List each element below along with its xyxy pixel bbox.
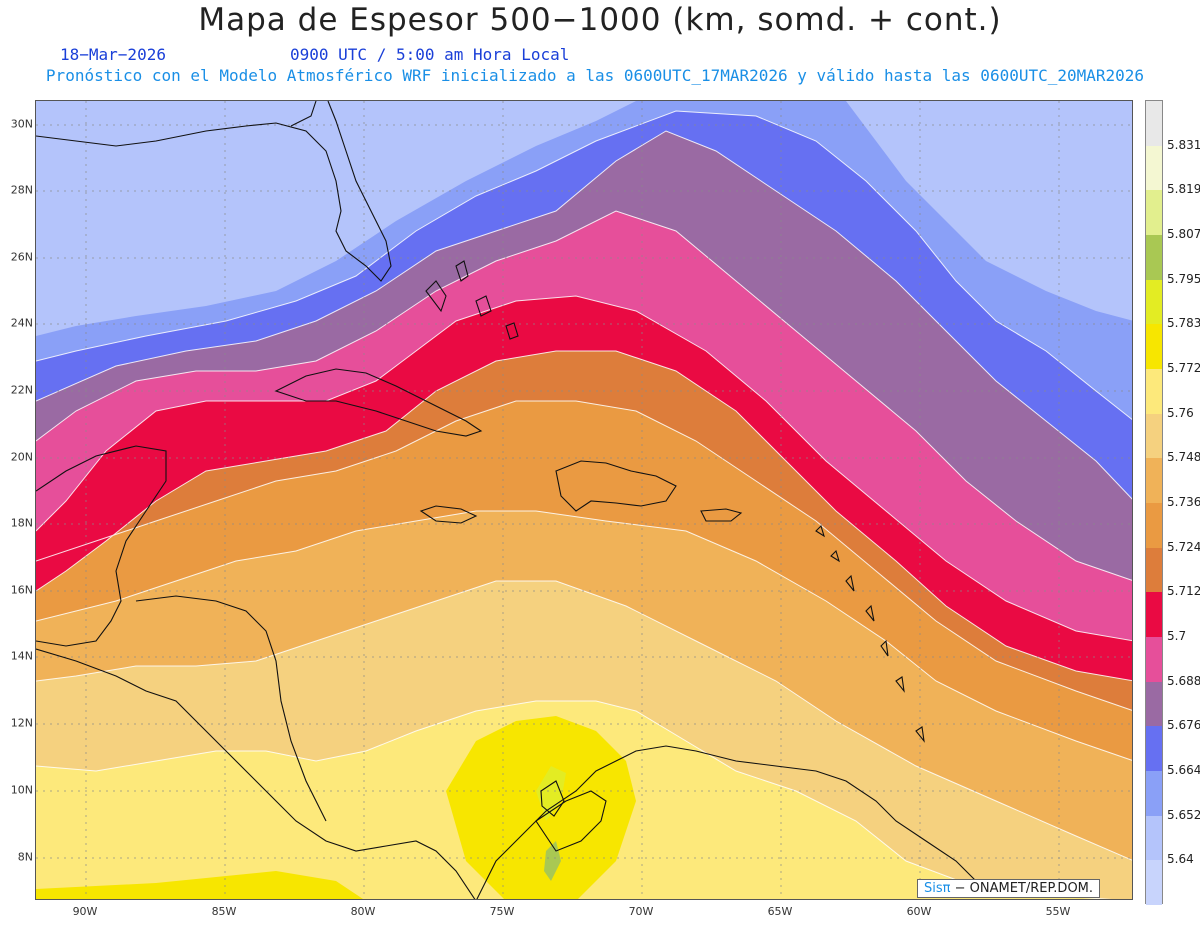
colorbar — [1145, 100, 1163, 906]
colorbar-segment — [1146, 369, 1162, 415]
grid-lines — [36, 101, 1132, 899]
colorbar-label: 5.724 — [1167, 539, 1200, 554]
band-5783-south — [36, 871, 363, 899]
lon-label: 55W — [1045, 905, 1071, 918]
forecast-date: 18−Mar−2026 — [60, 45, 166, 64]
colorbar-segment — [1146, 101, 1162, 147]
lat-label: 18N — [10, 516, 33, 530]
lat-label: 26N — [10, 250, 33, 264]
lat-label: 14N — [10, 649, 33, 663]
colorbar-label: 5.783 — [1167, 316, 1200, 331]
colorbar-label: 5.688 — [1167, 673, 1200, 688]
colorbar-segment — [1146, 681, 1162, 727]
colorbar-segment — [1146, 592, 1162, 638]
lon-label: 60W — [906, 905, 932, 918]
colorbar-label: 5.76 — [1167, 405, 1194, 420]
colorbar-label: 5.676 — [1167, 718, 1200, 733]
colorbar-label: 5.64 — [1167, 852, 1194, 867]
colorbar-label: 5.736 — [1167, 495, 1200, 509]
lat-label: 10N — [10, 783, 33, 797]
lat-label: 22N — [10, 383, 33, 397]
colorbar-segment — [1146, 860, 1162, 906]
lon-label: 75W — [489, 905, 515, 918]
lon-label: 65W — [767, 905, 793, 918]
colorbar-segment — [1146, 413, 1162, 459]
colorbar-segment — [1146, 547, 1162, 593]
colorbar-label: 5.652 — [1167, 807, 1200, 822]
colorbar-segment — [1146, 503, 1162, 549]
organization-text: − ONAMET/REP.DOM. — [954, 881, 1094, 896]
colorbar-label: 5.7 — [1167, 629, 1187, 643]
colorbar-segment — [1146, 771, 1162, 817]
band-5783 — [446, 716, 636, 899]
band-5652-west — [36, 101, 636, 336]
band-5652 — [36, 101, 1132, 321]
lon-label: 90W — [72, 905, 98, 918]
colorbar-label: 5.664 — [1167, 763, 1200, 777]
contour-lines — [36, 110, 1132, 899]
lat-label: 28N — [10, 183, 33, 197]
colorbar-segment — [1146, 190, 1162, 236]
colorbar-label: 5.795 — [1167, 271, 1200, 286]
colorbar-label: 5.819 — [1167, 182, 1200, 197]
thickness-map — [35, 100, 1133, 900]
lat-label: 8N — [17, 850, 33, 864]
lon-label: 70W — [628, 905, 654, 918]
colorbar-label: 5.772 — [1167, 361, 1200, 375]
map-title: Mapa de Espesor 500−1000 (km, somd. + co… — [198, 2, 1002, 38]
sispi-logo-text: Sisπ — [924, 881, 951, 896]
map-canvas — [36, 101, 1132, 899]
model-description: Pronóstico con el Modelo Atmosférico WRF… — [45, 66, 1145, 85]
lat-label: 30N — [10, 117, 33, 131]
forecast-time: 0900 UTC / 5:00 am Hora Local — [290, 45, 570, 64]
lat-label: 20N — [10, 450, 33, 464]
colorbar-segment — [1146, 279, 1162, 325]
colorbar-segment — [1146, 324, 1162, 370]
colorbar-label: 5.748 — [1167, 450, 1200, 465]
lat-label: 12N — [10, 716, 33, 730]
coastlines — [36, 101, 987, 899]
lat-label: 24N — [10, 316, 33, 330]
colorbar-segment — [1146, 235, 1162, 281]
credit-badge: Sisπ − ONAMET/REP.DOM. — [917, 879, 1101, 898]
lon-label: 80W — [350, 905, 376, 918]
colorbar-segment — [1146, 458, 1162, 504]
lon-label: 85W — [211, 905, 237, 918]
colorbar-segment — [1146, 815, 1162, 861]
colorbar-label: 5.712 — [1167, 584, 1200, 599]
colorbar-label: 5.831 — [1167, 137, 1200, 152]
lat-label: 16N — [10, 583, 33, 597]
colorbar-segment — [1146, 726, 1162, 772]
colorbar-segment — [1146, 637, 1162, 683]
colorbar-label: 5.807 — [1167, 227, 1200, 241]
colorbar-segment — [1146, 145, 1162, 191]
